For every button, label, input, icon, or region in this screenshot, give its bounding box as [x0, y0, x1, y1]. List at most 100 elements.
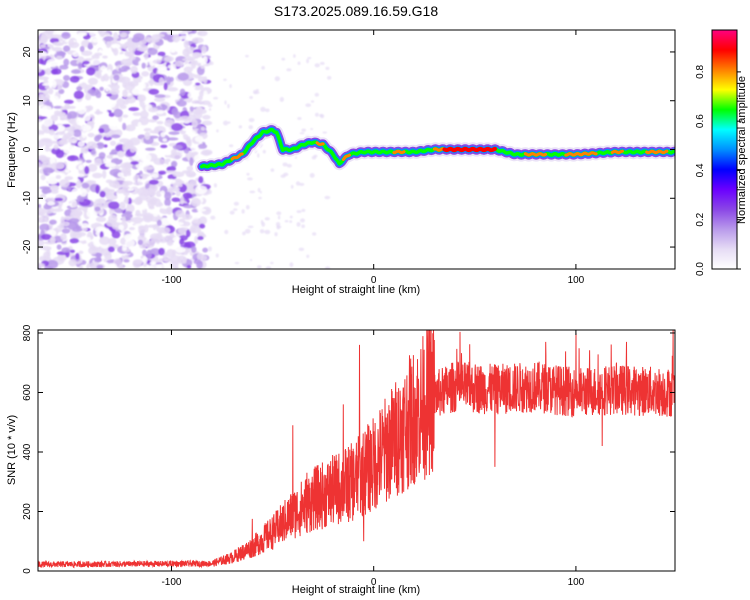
noise-blob: [94, 206, 101, 212]
ridge-peak: [442, 146, 497, 153]
noise-blob: [163, 82, 168, 91]
noise-blob: [38, 58, 44, 65]
noise-blob: [111, 54, 116, 64]
snr-ytick-label: 0: [22, 568, 33, 574]
noise-blob: [45, 67, 52, 75]
noise-blob: [55, 149, 65, 159]
noise-blob: [110, 140, 117, 146]
noise-blob: [208, 246, 212, 252]
noise-blob: [88, 220, 96, 224]
noise-blob: [245, 54, 249, 58]
noise-blob: [113, 32, 119, 41]
noise-blob: [77, 237, 85, 242]
noise-blob: [81, 223, 90, 228]
noise-blob: [78, 265, 84, 269]
figure-title: S173.2025.089.16.59.G18: [274, 3, 438, 19]
noise-blob: [41, 187, 52, 195]
noise-blob: [228, 144, 234, 148]
noise-blob: [195, 82, 201, 86]
noise-blob: [164, 197, 171, 207]
noise-blob: [286, 68, 292, 72]
noise-blob: [179, 88, 186, 96]
noise-blob: [248, 125, 254, 130]
noise-blob: [87, 132, 95, 138]
noise-blob: [102, 55, 108, 59]
noise-blob: [123, 259, 130, 263]
noise-blob: [83, 114, 91, 122]
noise-blob: [192, 83, 204, 91]
noise-blob: [155, 232, 163, 240]
noise-blob: [274, 232, 278, 237]
noise-blob: [172, 243, 179, 249]
noise-blob: [191, 99, 204, 105]
noise-blob: [53, 197, 64, 202]
noise-blob: [306, 254, 310, 258]
noise-blob: [172, 171, 185, 178]
noise-blob: [107, 237, 117, 246]
noise-blob: [299, 132, 305, 135]
noise-blob: [46, 201, 56, 206]
noise-blob: [135, 209, 141, 216]
noise-blob: [128, 227, 136, 231]
noise-blob: [48, 87, 54, 95]
noise-blob: [122, 114, 129, 118]
noise-blob: [124, 203, 135, 213]
noise-blob: [42, 138, 53, 143]
noise-blob: [85, 236, 91, 244]
noise-blob: [117, 150, 125, 158]
noise-blob: [51, 47, 63, 52]
noise-blob: [279, 97, 284, 102]
noise-blob: [136, 47, 149, 52]
noise-blob: [197, 235, 204, 241]
noise-blob: [148, 47, 153, 51]
noise-blob: [259, 191, 262, 194]
noise-blob: [79, 45, 85, 53]
noise-blob: [156, 55, 163, 60]
noise-blob: [69, 238, 80, 244]
noise-blob: [81, 182, 90, 189]
noise-blob: [154, 97, 166, 102]
noise-blob: [77, 141, 85, 147]
noise-blob: [110, 83, 120, 91]
noise-blob: [103, 36, 114, 42]
noise-blob: [87, 163, 98, 172]
noise-blob: [85, 193, 97, 198]
noise-blob: [194, 235, 199, 245]
noise-blob: [167, 240, 174, 244]
noise-blob: [72, 226, 83, 233]
noise-blob: [139, 203, 147, 211]
colorbar-tick-label: 0.8: [695, 64, 706, 78]
noise-blob: [59, 113, 68, 121]
noise-blob: [119, 201, 126, 209]
noise-blob: [63, 45, 71, 53]
noise-blob: [97, 30, 103, 35]
noise-blob: [189, 86, 196, 90]
noise-blob: [260, 220, 264, 225]
noise-blob: [153, 212, 159, 217]
noise-blob: [210, 215, 216, 220]
noise-blob: [53, 162, 65, 170]
noise-blob: [213, 183, 217, 188]
noise-blob: [100, 75, 106, 82]
noise-blob: [149, 130, 162, 134]
noise-blob: [227, 103, 230, 109]
noise-blob: [78, 197, 85, 203]
ridge-hot: [564, 151, 598, 157]
noise-blob: [207, 103, 213, 108]
noise-blob: [40, 233, 52, 240]
noise-blob: [244, 228, 251, 234]
noise-blob: [83, 145, 89, 154]
noise-blob: [166, 165, 177, 172]
noise-blob: [148, 179, 159, 185]
noise-blob: [169, 45, 175, 53]
noise-blob: [274, 76, 281, 82]
noise-blob: [107, 246, 115, 253]
noise-blob: [194, 135, 204, 143]
noise-blob: [119, 138, 130, 143]
noise-blob: [260, 106, 266, 112]
spectrogram-ylabel: Frequency (Hz): [6, 112, 18, 188]
noise-blob: [103, 144, 108, 148]
spectrogram-xtick-label: 0: [371, 275, 377, 286]
noise-blob: [250, 259, 253, 262]
